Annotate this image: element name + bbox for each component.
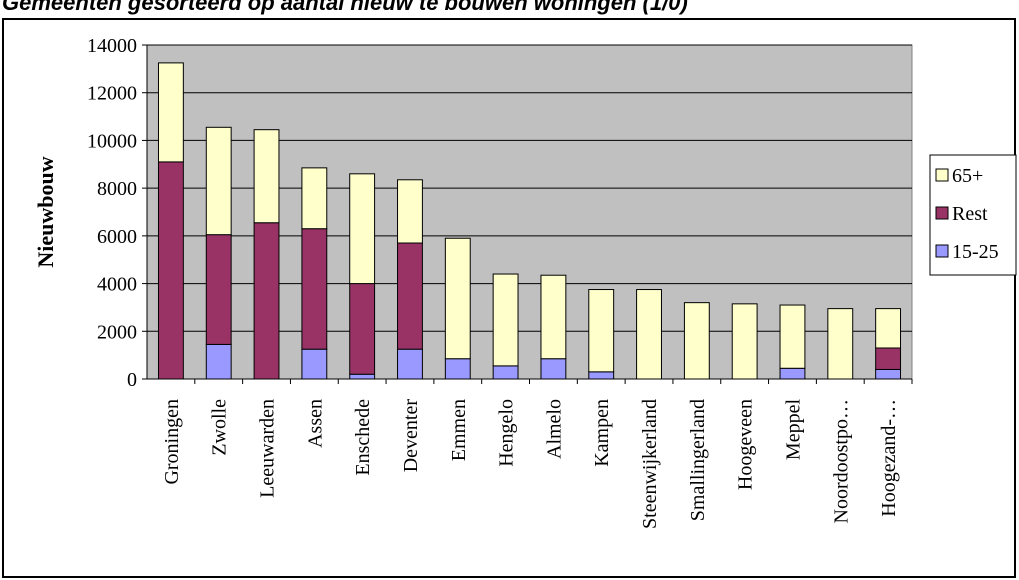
x-tick-label: Kampen [591,399,613,467]
bar-rest [301,228,328,350]
y-axis-label: Nieuwbouw [33,156,58,267]
bar-15-25 [205,343,232,380]
x-tick-label: Leeuwarden [257,399,279,498]
y-tick-label: 2000 [97,321,137,343]
bar-15-25 [444,358,471,380]
bar-65- [827,308,854,380]
x-axis: Groningen Zwolle Leeuwarden Assen Enschede De… [147,378,913,529]
x-tick-label: Assen [304,399,326,448]
y-tick-label: 10000 [87,130,137,152]
bar-rest [349,283,376,375]
x-tick-label: Steenwijkerland [639,399,661,529]
legend-label: 15-25 [952,241,999,263]
legend-swatch-65- [935,168,949,182]
x-tick-label: Hengelo [496,399,518,467]
bar-65- [731,303,758,380]
x-tick-label: Smallingerland [687,399,709,521]
bar-15-25 [588,371,615,380]
legend-label: Rest [952,203,988,225]
bar-15-25 [779,367,806,380]
bar-65- [253,129,280,224]
bar-65- [205,126,232,236]
x-tick-label: Emmen [448,399,470,461]
bar-65- [683,302,710,380]
y-tick-label: 4000 [97,274,137,296]
chart-title: Gemeenten gesorteerd op aantal nieuw te … [2,0,688,15]
y-tick-label: 12000 [87,83,137,105]
x-tick-label: Zwolle [209,399,231,456]
bar-65- [875,308,902,349]
y-tick-label: 14000 [87,35,137,57]
x-tick-label: Almelo [543,399,565,459]
y-tick-label: 6000 [97,226,137,248]
legend-label: 65+ [952,165,983,187]
x-tick-label: Noordoostpo… [830,399,852,523]
x-tick-label: Hoogezand-… [878,399,900,517]
bar-15-25 [349,373,376,380]
y-axis: 0 2000 4000 6000 8000 10000 12000 14000 [87,35,148,391]
bar-65- [636,289,662,380]
bar-65- [444,237,471,360]
bar-rest [875,347,902,370]
bar-rest [253,222,280,380]
legend: 65+ Rest 15-25 [929,154,1017,276]
bars [157,62,902,380]
x-tick-label: Meppel [782,399,804,461]
bar-65- [157,62,184,163]
bar-65- [540,274,567,360]
y-tick-label: 0 [127,369,137,391]
bar-65- [588,289,615,373]
bar-15-25 [397,348,423,380]
bar-65- [349,173,376,285]
bar-15-25 [301,348,328,380]
x-tick-label: Groningen [161,399,183,485]
bar-15-25 [875,368,902,380]
x-tick-label: Deventer [400,399,422,473]
x-tick-label: Enschede [352,399,374,476]
x-tick-label: Hoogeveen [735,399,757,490]
legend-swatch-rest [935,206,949,220]
y-tick-label: 8000 [97,178,137,200]
bar-15-25 [540,358,567,380]
bar-65- [779,304,806,369]
bar-rest [397,242,423,350]
bar-65- [301,167,328,230]
bar-15-25 [492,365,519,380]
bar-rest [157,161,184,380]
bar-65- [397,179,423,244]
chart-frame [2,18,1016,578]
bar-rest [205,234,232,345]
bar-65- [492,273,519,367]
legend-swatch-15-25 [935,244,949,258]
